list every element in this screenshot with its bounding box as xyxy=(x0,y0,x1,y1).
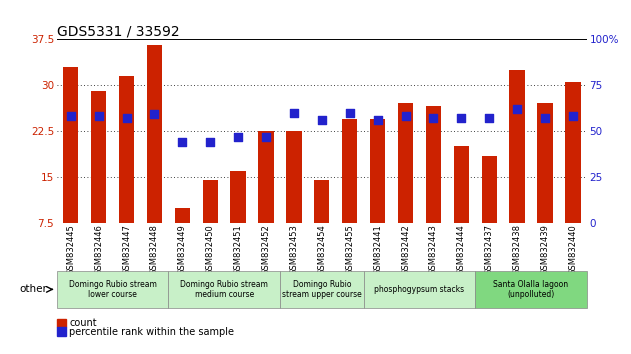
Text: GDS5331 / 33592: GDS5331 / 33592 xyxy=(57,25,179,39)
Text: percentile rank within the sample: percentile rank within the sample xyxy=(69,327,234,337)
Bar xyxy=(426,107,441,223)
Bar xyxy=(230,171,246,223)
Text: other: other xyxy=(20,284,47,295)
Point xyxy=(512,106,522,112)
Bar xyxy=(175,208,190,223)
Point xyxy=(540,115,550,121)
Text: Domingo Rubio stream
medium course: Domingo Rubio stream medium course xyxy=(180,280,268,299)
Bar xyxy=(370,119,386,223)
Bar xyxy=(91,91,106,223)
Bar xyxy=(119,76,134,223)
Point xyxy=(372,117,382,123)
Point xyxy=(317,117,327,123)
Bar xyxy=(342,119,357,223)
Point xyxy=(345,110,355,115)
Point xyxy=(93,113,103,119)
Bar xyxy=(538,103,553,223)
Bar xyxy=(565,82,581,223)
Point xyxy=(428,115,439,121)
Bar xyxy=(203,180,218,223)
Point xyxy=(205,139,215,145)
Bar xyxy=(509,70,525,223)
Bar xyxy=(286,131,302,223)
Text: Santa Olalla lagoon
(unpolluted): Santa Olalla lagoon (unpolluted) xyxy=(493,280,569,299)
Point xyxy=(66,113,76,119)
Point xyxy=(484,115,494,121)
Point xyxy=(150,112,160,117)
Point xyxy=(289,110,299,115)
Bar xyxy=(63,67,78,223)
Text: count: count xyxy=(69,318,97,328)
Bar xyxy=(147,45,162,223)
Point xyxy=(177,139,187,145)
Bar xyxy=(398,103,413,223)
Bar xyxy=(314,180,329,223)
Point xyxy=(456,115,466,121)
Bar xyxy=(258,131,274,223)
Point xyxy=(233,134,243,139)
Point xyxy=(568,113,578,119)
Point xyxy=(122,115,132,121)
Bar xyxy=(481,155,497,223)
Bar xyxy=(454,146,469,223)
Point xyxy=(261,134,271,139)
Text: Domingo Rubio stream
lower course: Domingo Rubio stream lower course xyxy=(69,280,156,299)
Text: phosphogypsum stacks: phosphogypsum stacks xyxy=(374,285,464,294)
Point xyxy=(401,113,411,119)
Text: Domingo Rubio
stream upper course: Domingo Rubio stream upper course xyxy=(282,280,362,299)
